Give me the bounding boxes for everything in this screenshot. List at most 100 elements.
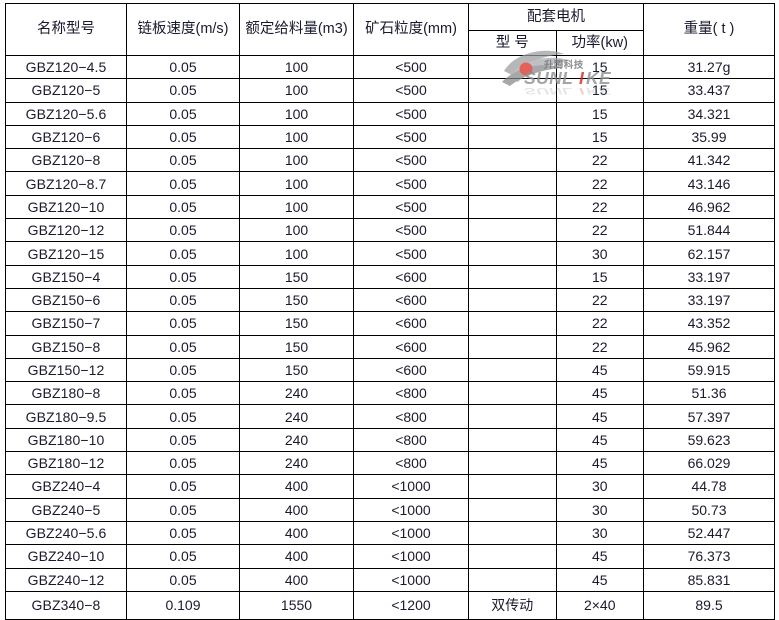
cell-chain-speed: 0.05	[126, 497, 240, 522]
cell-weight: 66.029	[643, 451, 775, 476]
cell-motor-model	[468, 54, 557, 80]
table-row: GBZ240−10 0.05 400 <1000 45 76.373	[5, 544, 775, 569]
cell-rated-feed: 240	[239, 381, 354, 406]
cell-name-model: GBZ120−5.6	[5, 101, 127, 126]
cell-name-model: GBZ150−4	[5, 264, 127, 289]
cell-ore-granularity: <600	[353, 287, 469, 313]
cell-weight: 50.73	[643, 497, 775, 522]
cell-weight: 59.623	[643, 427, 775, 453]
cell-chain-speed: 0.05	[126, 194, 240, 220]
cell-chain-speed: 0.109	[126, 590, 240, 620]
cell-motor-power: 45	[555, 381, 644, 406]
cell-name-model: GBZ240−10	[5, 544, 127, 569]
cell-chain-speed: 0.05	[126, 427, 240, 453]
cell-rated-feed: 1550	[239, 590, 354, 620]
cell-weight: 44.78	[643, 474, 775, 499]
cell-motor-model	[468, 101, 557, 126]
cell-rated-feed: 100	[239, 124, 354, 150]
cell-ore-granularity: <1000	[353, 474, 469, 499]
cell-motor-model	[468, 148, 557, 173]
cell-ore-granularity: <600	[353, 311, 469, 336]
cell-name-model: GBZ240−12	[5, 567, 127, 592]
cell-chain-speed: 0.05	[126, 311, 240, 336]
table-row: GBZ120−5.6 0.05 100 <500 15 34.321	[5, 101, 775, 126]
cell-chain-speed: 0.05	[126, 544, 240, 569]
cell-weight: 51.844	[643, 218, 775, 243]
cell-motor-power: 15	[555, 101, 644, 126]
cell-ore-granularity: <1000	[353, 544, 469, 569]
cell-weight: 52.447	[643, 520, 775, 546]
cell-ore-granularity: <500	[353, 78, 469, 103]
table-row: GBZ120−12 0.05 100 <500 22 51.844	[5, 218, 775, 243]
spec-table-container: 名称型号 链板速度(m/s) 额定给料量(m3) 矿石粒度(mm) 配套电机 重…	[5, 3, 775, 620]
cell-ore-granularity: <800	[353, 404, 469, 429]
cell-name-model: GBZ150−6	[5, 287, 127, 313]
table-row: GBZ180−12 0.05 240 <800 45 66.029	[5, 451, 775, 476]
cell-motor-model	[468, 520, 557, 546]
cell-weight: 45.962	[643, 334, 775, 359]
cell-rated-feed: 100	[239, 101, 354, 126]
cell-name-model: GBZ120−15	[5, 241, 127, 266]
cell-motor-model	[468, 357, 557, 383]
cell-name-model: GBZ120−5	[5, 78, 127, 103]
cell-name-model: GBZ180−12	[5, 451, 127, 476]
cell-weight: 57.397	[643, 404, 775, 429]
cell-motor-power: 45	[555, 427, 644, 453]
equipment-spec-table: 名称型号 链板速度(m/s) 额定给料量(m3) 矿石粒度(mm) 配套电机 重…	[5, 3, 775, 620]
cell-name-model: GBZ240−5	[5, 497, 127, 522]
cell-weight: 41.342	[643, 148, 775, 173]
cell-motor-power: 2×40	[555, 590, 644, 620]
cell-rated-feed: 150	[239, 264, 354, 289]
cell-ore-granularity: <1000	[353, 520, 469, 546]
cell-chain-speed: 0.05	[126, 567, 240, 592]
column-header-motor-model: 型 号	[468, 30, 557, 56]
table-row: GBZ340−8 0.109 1550 <1200 双传动 2×40 89.5	[5, 590, 775, 620]
table-row: GBZ150−6 0.05 150 <600 22 33.197	[5, 287, 775, 313]
cell-name-model: GBZ340−8	[5, 590, 127, 620]
cell-name-model: GBZ150−7	[5, 311, 127, 336]
column-header-rated-feed: 额定给料量(m3)	[239, 3, 354, 56]
column-header-weight: 重量( t )	[643, 3, 775, 56]
cell-rated-feed: 100	[239, 148, 354, 173]
cell-rated-feed: 100	[239, 78, 354, 103]
table-row: GBZ240−5 0.05 400 <1000 30 50.73	[5, 497, 775, 522]
cell-name-model: GBZ120−4.5	[5, 54, 127, 80]
cell-name-model: GBZ240−5.6	[5, 520, 127, 546]
cell-rated-feed: 400	[239, 567, 354, 592]
cell-rated-feed: 100	[239, 54, 354, 80]
cell-weight: 76.373	[643, 544, 775, 569]
cell-motor-model	[468, 544, 557, 569]
cell-ore-granularity: <800	[353, 451, 469, 476]
cell-chain-speed: 0.05	[126, 474, 240, 499]
cell-motor-model	[468, 194, 557, 220]
cell-name-model: GBZ180−8	[5, 381, 127, 406]
cell-motor-model	[468, 311, 557, 336]
cell-weight: 31.27g	[643, 54, 775, 80]
table-row: GBZ180−8 0.05 240 <800 45 51.36	[5, 381, 775, 406]
column-header-motor-power: 功率(kw)	[555, 30, 644, 56]
table-row: GBZ120−6 0.05 100 <500 15 35.99	[5, 124, 775, 150]
cell-weight: 62.157	[643, 241, 775, 266]
column-header-ore-granularity: 矿石粒度(mm)	[353, 3, 469, 56]
table-row: GBZ120−8.7 0.05 100 <500 22 43.146	[5, 171, 775, 196]
cell-chain-speed: 0.05	[126, 451, 240, 476]
table-row: GBZ150−12 0.05 150 <600 45 59.915	[5, 357, 775, 383]
column-header-chain-speed: 链板速度(m/s)	[126, 3, 240, 56]
cell-rated-feed: 100	[239, 218, 354, 243]
cell-rated-feed: 100	[239, 171, 354, 196]
cell-chain-speed: 0.05	[126, 124, 240, 150]
cell-ore-granularity: <600	[353, 357, 469, 383]
cell-motor-power: 15	[555, 78, 644, 103]
cell-weight: 34.321	[643, 101, 775, 126]
cell-motor-power: 22	[555, 334, 644, 359]
column-header-motor-group: 配套电机	[468, 3, 644, 31]
cell-weight: 59.915	[643, 357, 775, 383]
cell-name-model: GBZ120−8	[5, 148, 127, 173]
cell-chain-speed: 0.05	[126, 520, 240, 546]
cell-weight: 33.437	[643, 78, 775, 103]
cell-chain-speed: 0.05	[126, 334, 240, 359]
cell-chain-speed: 0.05	[126, 357, 240, 383]
cell-motor-model	[468, 78, 557, 103]
cell-weight: 89.5	[643, 590, 775, 620]
table-row: GBZ180−9.5 0.05 240 <800 45 57.397	[5, 404, 775, 429]
